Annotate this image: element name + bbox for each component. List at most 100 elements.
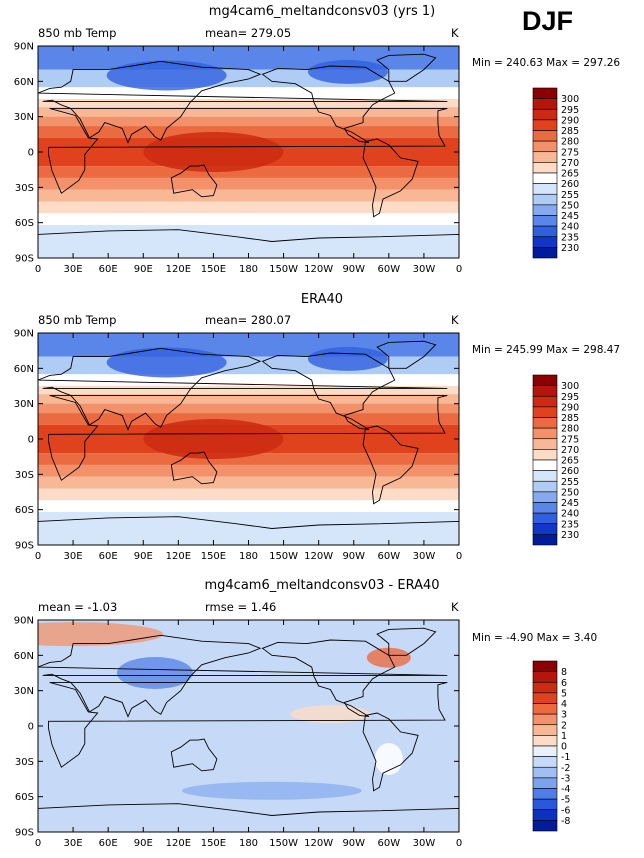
lat-tick-label: 90S bbox=[15, 541, 34, 552]
colorbar-swatch bbox=[532, 766, 558, 779]
colorbar-level-label: 275 bbox=[561, 147, 579, 158]
colorbar-level-label: 230 bbox=[561, 243, 579, 254]
colorbar-swatch bbox=[532, 140, 558, 153]
colorbar-swatch bbox=[532, 417, 558, 429]
colorbar-level-label: -8 bbox=[561, 816, 570, 827]
colorbar-swatch bbox=[532, 236, 558, 248]
colorbar-level-label: 295 bbox=[561, 392, 579, 403]
lon-tick-label: 0 bbox=[35, 264, 41, 275]
map-panel-3 bbox=[38, 620, 459, 832]
lon-tick-label: 150E bbox=[201, 264, 226, 275]
colorbar-level-label: -3 bbox=[561, 773, 570, 784]
colorbar-level-label: 8 bbox=[561, 667, 567, 678]
lon-tick-label: 120W bbox=[304, 838, 333, 849]
colorbar-swatch bbox=[532, 713, 558, 726]
colorbar-swatch bbox=[532, 449, 558, 461]
lon-tick-label: 30E bbox=[64, 264, 83, 275]
lon-tick-label: 0 bbox=[35, 838, 41, 849]
panel-3-left-label: mean = -1.03 bbox=[38, 600, 118, 614]
colorbar-level-label: 255 bbox=[561, 477, 579, 488]
panel-1-min-max: Min = 240.63 Max = 297.26 bbox=[472, 57, 621, 69]
colorbar-swatch bbox=[532, 374, 558, 386]
colorbar-level-label: 260 bbox=[561, 179, 579, 190]
colorbar-swatch bbox=[532, 193, 558, 206]
panel-3-title: mg4cam6_meltandconsv03 - ERA40 bbox=[204, 578, 440, 593]
colorbar-level-label: 1 bbox=[561, 731, 567, 742]
lat-tick-label: 30S bbox=[15, 757, 34, 768]
panel-3-min-max: Min = -4.90 Max = 3.40 bbox=[472, 632, 598, 644]
colorbar-level-label: 0 bbox=[561, 742, 567, 753]
colorbar-swatch bbox=[532, 777, 558, 789]
colorbar-swatch bbox=[532, 735, 558, 747]
colorbar-swatch bbox=[532, 491, 558, 503]
colorbar-swatch bbox=[532, 108, 558, 121]
lon-tick-label: 120W bbox=[304, 551, 333, 562]
map-panel-1 bbox=[38, 46, 459, 258]
colorbar-level-label: 250 bbox=[561, 200, 579, 211]
panel-1-title: mg4cam6_meltandconsv03 (yrs 1) bbox=[208, 4, 436, 19]
lat-tick-label: 90S bbox=[15, 254, 34, 265]
colorbar-level-label: 300 bbox=[561, 381, 579, 392]
colorbar-level-label: -2 bbox=[561, 763, 570, 774]
lon-tick-label: 150W bbox=[269, 264, 298, 275]
colorbar-swatch bbox=[532, 427, 558, 440]
lon-tick-label: 120W bbox=[304, 264, 333, 275]
colorbar-level-label: 235 bbox=[561, 232, 579, 243]
lat-tick-label: 60S bbox=[15, 792, 34, 803]
colorbar-swatch bbox=[532, 502, 558, 514]
colorbar-swatch bbox=[532, 162, 558, 174]
colorbar-level-label: 280 bbox=[561, 424, 579, 435]
lat-tick-label: 60N bbox=[14, 651, 34, 662]
lon-tick-label: 120E bbox=[166, 264, 191, 275]
lon-tick-label: 150W bbox=[269, 551, 298, 562]
panel-2-center-label: mean= 280.07 bbox=[205, 313, 292, 327]
colorbar-level-label: 265 bbox=[561, 456, 579, 467]
lat-tick-label: 30N bbox=[14, 686, 34, 697]
lon-tick-label: 60E bbox=[99, 551, 118, 562]
colorbar-level-label: 255 bbox=[561, 190, 579, 201]
colorbar-level-label: 280 bbox=[561, 137, 579, 148]
colorbar-level-label: 270 bbox=[561, 158, 579, 169]
colorbar-swatch bbox=[532, 703, 558, 715]
colorbar-swatch bbox=[532, 820, 558, 832]
lon-tick-label: 90E bbox=[134, 264, 153, 275]
panel-1-left-label: 850 mb Temp bbox=[38, 26, 117, 40]
lat-tick-label: 0 bbox=[28, 722, 34, 733]
lon-tick-label: 30E bbox=[64, 838, 83, 849]
colorbar-swatch bbox=[532, 87, 558, 99]
colorbar-swatch bbox=[532, 809, 558, 821]
panel-3-center-label: rmse = 1.46 bbox=[205, 600, 277, 614]
panel-1-center-label: mean= 279.05 bbox=[205, 26, 292, 40]
lon-tick-label: 90E bbox=[134, 838, 153, 849]
lat-tick-label: 90S bbox=[15, 828, 34, 839]
colorbar-swatch bbox=[532, 480, 558, 493]
colorbar-swatch bbox=[532, 724, 558, 736]
lon-tick-label: 90W bbox=[342, 551, 365, 562]
lon-tick-label: 0 bbox=[456, 264, 462, 275]
lon-tick-label: 90W bbox=[342, 838, 365, 849]
colorbar-swatch bbox=[532, 395, 558, 408]
colorbar-swatch bbox=[532, 151, 558, 163]
colorbar-level-label: 265 bbox=[561, 169, 579, 180]
colorbar-level-label: 2 bbox=[561, 720, 567, 731]
lat-tick-label: 30S bbox=[15, 470, 34, 481]
colorbar-level-label: 4 bbox=[561, 699, 567, 710]
colorbar-2: 3002952902852802752702652602552502452402… bbox=[532, 374, 579, 546]
colorbar-swatch bbox=[532, 660, 558, 672]
colorbar-level-label: 285 bbox=[561, 413, 579, 424]
colorbar-swatch bbox=[532, 523, 558, 535]
colorbar-swatch bbox=[532, 681, 558, 694]
lat-tick-label: 0 bbox=[28, 435, 34, 446]
lon-tick-label: 0 bbox=[456, 551, 462, 562]
lat-tick-label: 0 bbox=[28, 148, 34, 159]
colorbar-level-label: 295 bbox=[561, 105, 579, 116]
colorbar-level-label: 240 bbox=[561, 222, 579, 233]
lon-tick-label: 180 bbox=[239, 838, 258, 849]
lon-tick-label: 180 bbox=[239, 264, 258, 275]
lat-tick-label: 60S bbox=[15, 505, 34, 516]
colorbar-level-label: 270 bbox=[561, 445, 579, 456]
panel-2-min-max: Min = 245.99 Max = 298.47 bbox=[472, 344, 621, 356]
lat-tick-label: 60N bbox=[14, 77, 34, 88]
lon-tick-label: 60W bbox=[378, 551, 401, 562]
